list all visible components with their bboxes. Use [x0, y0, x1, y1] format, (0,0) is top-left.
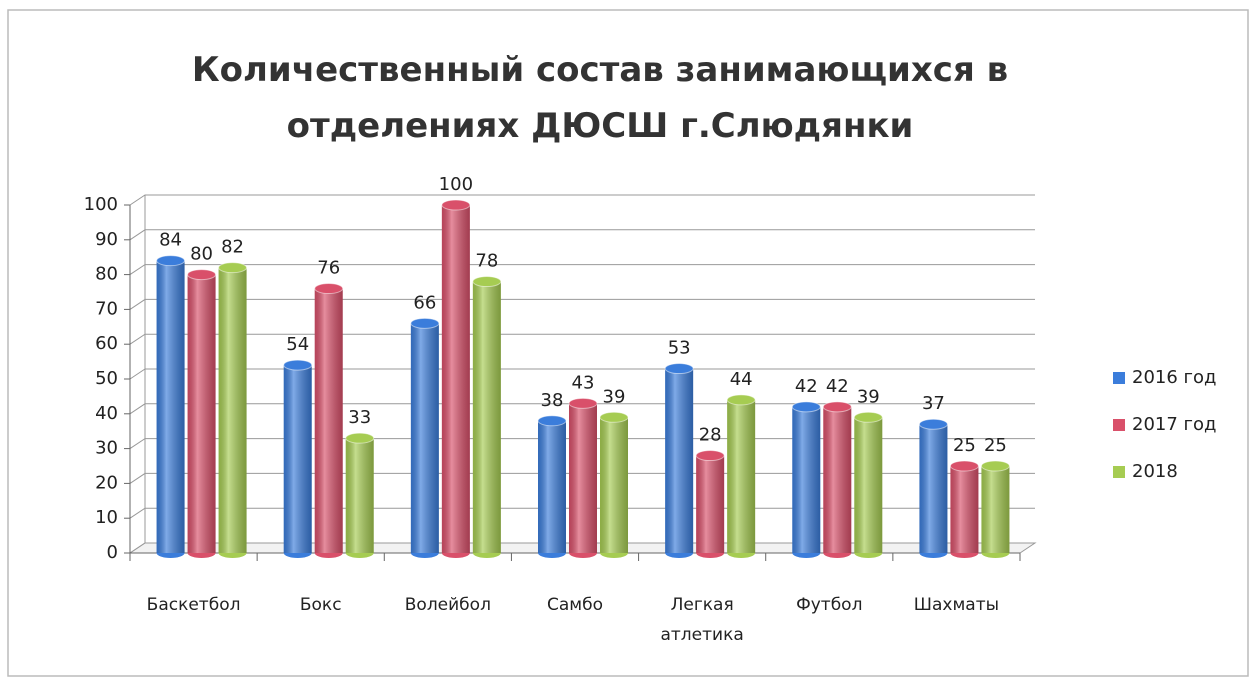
- y-tick-label: 0: [107, 542, 118, 563]
- x-tick-label: Бокс: [299, 595, 342, 615]
- legend-swatch: [1113, 372, 1125, 384]
- legend-label: 2018: [1132, 461, 1178, 482]
- bar-top: [980, 460, 1010, 472]
- x-tick-label: Волейбол: [404, 595, 491, 615]
- legend-label: 2017 год: [1132, 414, 1216, 435]
- bar-top: [537, 415, 567, 427]
- bar-shine: [696, 455, 725, 553]
- grid-line: [129, 229, 1035, 241]
- bar-shine: [600, 417, 628, 553]
- bar-shine: [792, 406, 821, 553]
- bar-top: [791, 401, 821, 413]
- y-tick-label: 60: [95, 333, 118, 354]
- bar-top: [187, 269, 217, 281]
- bar-top: [345, 432, 375, 444]
- grid-line: [129, 298, 1035, 310]
- bar-shine: [727, 399, 756, 553]
- x-tick-label: Шахматы: [913, 595, 1000, 615]
- y-tick-label: 100: [84, 194, 118, 215]
- data-label: 28: [699, 425, 722, 446]
- data-label: 43: [572, 372, 595, 393]
- legend-swatch: [1113, 466, 1125, 478]
- bar-shine: [156, 260, 185, 553]
- grid-line: [129, 333, 1035, 345]
- bar-shine: [538, 420, 566, 553]
- data-label: 54: [286, 334, 309, 355]
- chart-title: Количественный состав занимающихся в отд…: [191, 50, 1009, 146]
- legend-swatch: [1113, 419, 1125, 431]
- y-tick-label: 30: [95, 438, 118, 459]
- bar-shine: [345, 438, 374, 553]
- bar-shine: [919, 424, 948, 553]
- bar-top: [599, 411, 629, 423]
- bar-shine: [950, 466, 979, 553]
- bar-shine: [981, 466, 1010, 553]
- data-label: 33: [348, 407, 371, 428]
- data-label: 38: [541, 390, 564, 411]
- data-label: 100: [439, 174, 473, 195]
- bar-shine: [218, 267, 247, 553]
- bar-shine: [823, 406, 852, 553]
- bar-shine: [410, 323, 439, 553]
- bar-shine: [854, 417, 883, 553]
- bar-top: [695, 450, 725, 462]
- data-label: 82: [221, 237, 244, 258]
- bar-top: [949, 460, 979, 472]
- y-tick-label: 90: [95, 229, 118, 250]
- bar-shine: [441, 205, 470, 553]
- data-label: 84: [159, 230, 182, 251]
- grid-line: [129, 368, 1035, 380]
- grid-line: [129, 194, 1035, 206]
- x-tick-label: Баскетбол: [146, 595, 241, 615]
- bar-shine: [472, 281, 501, 553]
- data-label: 25: [953, 435, 976, 456]
- bar-top: [410, 317, 440, 329]
- data-label: 39: [857, 386, 880, 407]
- bar-top: [853, 411, 883, 423]
- data-label: 37: [922, 393, 945, 414]
- data-label: 44: [730, 369, 753, 390]
- y-tick-label: 10: [95, 507, 118, 528]
- bar-top: [822, 401, 852, 413]
- x-tick-label: Футбол: [796, 595, 863, 615]
- bar-top: [283, 359, 313, 371]
- bar-top: [218, 262, 248, 274]
- data-label: 42: [795, 376, 818, 397]
- bar-top: [441, 199, 471, 211]
- chart-frame: [7, 9, 1249, 677]
- bar-top: [472, 276, 502, 288]
- y-tick-label: 20: [95, 472, 118, 493]
- data-label: 53: [668, 338, 691, 359]
- data-label: 42: [826, 376, 849, 397]
- y-tick-label: 40: [95, 403, 118, 424]
- data-label: 76: [317, 258, 340, 279]
- bar-top: [314, 283, 344, 295]
- y-tick-label: 70: [95, 298, 118, 319]
- data-label: 78: [475, 251, 498, 272]
- data-label: 80: [190, 244, 213, 265]
- data-label: 39: [603, 386, 626, 407]
- grid-line: [129, 264, 1035, 276]
- data-label: 66: [413, 292, 436, 313]
- bar-shine: [187, 274, 216, 553]
- bar-top: [726, 394, 756, 406]
- bar-shine: [665, 368, 694, 553]
- x-tick-label: Легкая атлетика: [660, 595, 744, 645]
- bar-shine: [283, 365, 312, 553]
- y-tick-label: 80: [95, 264, 118, 285]
- bar-shine: [569, 403, 597, 553]
- y-tick-label: 50: [95, 368, 118, 389]
- legend-label: 2016 год: [1132, 367, 1216, 388]
- data-label: 25: [984, 435, 1007, 456]
- bar-top: [568, 397, 598, 409]
- bar-top: [918, 418, 948, 430]
- x-tick-label: Самбо: [547, 595, 603, 615]
- bar-shine: [314, 288, 343, 553]
- bar-top: [664, 363, 694, 375]
- bar-top: [156, 255, 186, 267]
